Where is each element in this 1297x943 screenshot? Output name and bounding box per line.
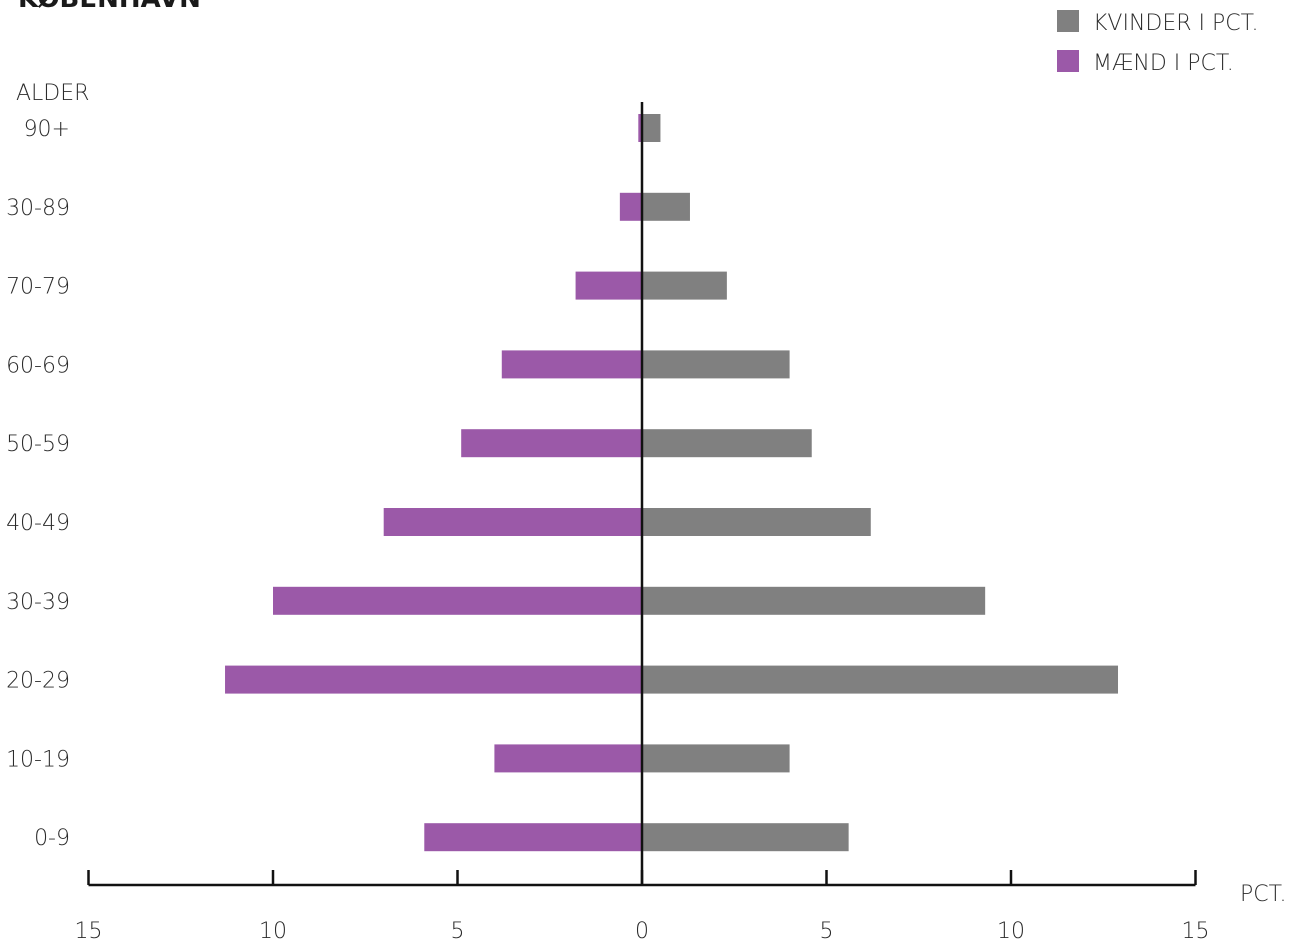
bar-maend-10-19 — [494, 744, 642, 773]
x-axis-label: PCT. — [1240, 882, 1286, 907]
x-tick-label: 0 — [635, 919, 649, 943]
legend-swatch — [1057, 50, 1079, 72]
bar-maend-50-59 — [461, 429, 642, 458]
bar-kvinder-10-19 — [642, 744, 790, 773]
category-label: 0-9 — [34, 826, 70, 851]
category-label: 40-49 — [6, 511, 70, 536]
bar-kvinder-0-9 — [642, 823, 849, 852]
category-label: 50-59 — [6, 432, 70, 457]
category-label: 60-69 — [6, 353, 70, 378]
legend-label: MÆND I PCT. — [1093, 51, 1234, 76]
bar-kvinder-60-69 — [642, 350, 790, 379]
bar-maend-60-69 — [501, 350, 642, 379]
bar-maend-90+ — [638, 114, 642, 142]
bars-group — [225, 114, 1119, 852]
legend: KVINDER I PCT. MÆND I PCT. — [1057, 10, 1258, 76]
category-label: 90+ — [24, 117, 70, 142]
x-tick-label: 10 — [997, 919, 1025, 943]
bar-maend-30-39 — [273, 586, 642, 615]
x-tick-label: 5 — [451, 919, 465, 943]
chart-title: KØBENHAVN — [18, 0, 201, 14]
bar-kvinder-30-39 — [642, 586, 986, 615]
category-labels: 90+ 30-89 70-79 60-69 50-59 40-49 30-39 20-29 10… — [6, 117, 70, 851]
bar-maend-40-49 — [383, 508, 642, 536]
legend-swatch — [1057, 10, 1079, 32]
x-tick-label: 15 — [1182, 919, 1210, 943]
bar-maend-20-29 — [225, 665, 642, 694]
category-label: 10-19 — [6, 747, 70, 772]
bar-kvinder-80-89 — [642, 192, 690, 221]
bar-kvinder-50-59 — [642, 429, 812, 458]
x-tick-label: 10 — [259, 919, 287, 943]
category-label: 70-79 — [6, 275, 70, 300]
x-tick-label: 15 — [75, 919, 103, 943]
y-axis-label: ALDER — [16, 81, 89, 106]
category-label: 30-89 — [6, 196, 70, 221]
category-label: 20-29 — [6, 669, 70, 694]
x-tick-label: 5 — [820, 919, 834, 943]
bar-maend-0-9 — [424, 823, 642, 852]
category-label: 30-39 — [6, 590, 70, 615]
bar-kvinder-40-49 — [642, 508, 871, 536]
bar-maend-80-89 — [619, 192, 642, 221]
bar-kvinder-90+ — [642, 114, 661, 142]
legend-label: KVINDER I PCT. — [1093, 11, 1258, 36]
bar-kvinder-70-79 — [642, 271, 727, 300]
axes-group: 15 10 5 0 5 10 15 — [75, 102, 1210, 943]
bar-kvinder-20-29 — [642, 665, 1119, 694]
bar-maend-70-79 — [575, 271, 642, 300]
